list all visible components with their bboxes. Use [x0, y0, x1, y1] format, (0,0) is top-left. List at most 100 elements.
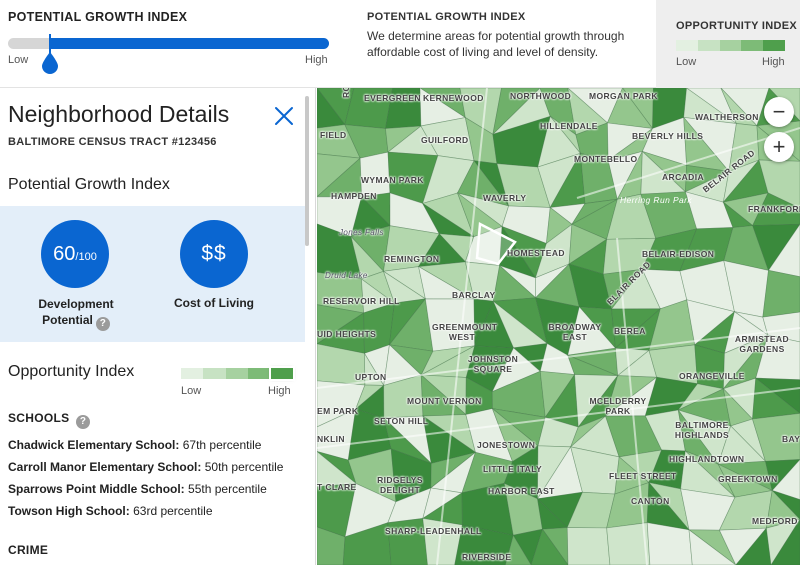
road-line — [317, 387, 800, 449]
opportunity-legend-title: OPPORTUNITY INDEX — [676, 20, 798, 32]
census-tract[interactable] — [722, 387, 754, 427]
slider-handle-drop-icon[interactable] — [40, 52, 60, 74]
census-tract[interactable] — [536, 446, 583, 500]
census-tract[interactable] — [771, 458, 800, 500]
map-label: REMINGTON — [384, 254, 440, 264]
census-tract[interactable] — [718, 527, 768, 565]
census-tract[interactable] — [536, 491, 583, 529]
choropleth-map[interactable]: EVERGREEN KERNEWOOD NORTHWOOD MORGAN PAR… — [317, 88, 800, 565]
census-tract[interactable] — [418, 265, 476, 300]
census-tract[interactable] — [317, 153, 361, 198]
panel-title: Neighborhood Details — [8, 101, 230, 127]
map-label: NKLIN — [317, 434, 345, 444]
opportunity-legend-low: Low — [676, 56, 697, 68]
census-tract[interactable] — [766, 518, 800, 565]
census-tract[interactable] — [758, 159, 800, 209]
census-tract[interactable] — [539, 370, 576, 419]
growth-slider-handle-line[interactable] — [49, 34, 51, 56]
map-label: HOMESTEAD — [507, 248, 565, 258]
map-label: HAMPDEN — [331, 191, 377, 201]
census-tract[interactable] — [387, 518, 428, 565]
census-tract[interactable] — [720, 88, 758, 127]
census-tract[interactable] — [570, 415, 606, 448]
census-tract[interactable] — [754, 377, 800, 414]
census-tract[interactable] — [505, 534, 532, 565]
census-tract[interactable] — [422, 518, 463, 565]
census-tract[interactable] — [317, 304, 365, 345]
census-tract[interactable] — [770, 518, 800, 565]
census-tract[interactable] — [755, 334, 800, 381]
map-label: BALTIMORE HIGHLANDS — [674, 420, 730, 440]
map-label: Herring Run Park — [620, 195, 693, 205]
census-tract[interactable] — [492, 88, 541, 136]
census-tract[interactable] — [752, 377, 800, 420]
road-line — [576, 127, 800, 199]
census-tract[interactable] — [454, 524, 514, 565]
map-tracts[interactable] — [317, 88, 800, 565]
census-tract[interactable] — [567, 306, 617, 356]
development-value: 60 — [53, 242, 76, 265]
census-tract[interactable] — [355, 384, 385, 410]
census-tract[interactable] — [685, 164, 731, 193]
legend-swatch — [719, 40, 742, 51]
info-description: We determine areas for potential growth … — [367, 29, 625, 59]
census-tract[interactable] — [567, 354, 618, 377]
selected-tract-outline[interactable] — [475, 222, 517, 266]
map-label: MORGAN PARK — [589, 91, 658, 101]
census-tract[interactable] — [722, 192, 769, 227]
census-tract[interactable] — [421, 192, 475, 238]
development-potential-label: Development Potential? — [28, 296, 124, 331]
map-label: SHARP-LEADENHALL — [385, 526, 482, 536]
census-tract[interactable] — [762, 311, 800, 343]
census-tract[interactable] — [317, 88, 346, 129]
map-label: SETON HILL — [374, 416, 429, 426]
opportunity-legend-scale — [676, 40, 785, 51]
development-potential-badge: 60/100 — [41, 220, 109, 288]
help-icon[interactable]: ? — [95, 317, 110, 331]
legend-swatch — [676, 40, 698, 51]
map-label: FLEET STREET — [609, 471, 677, 481]
census-tract[interactable] — [723, 311, 769, 354]
growth-slider-track[interactable] — [8, 38, 329, 49]
census-tract[interactable] — [530, 528, 569, 565]
zoom-in-button[interactable]: + — [764, 132, 794, 162]
census-tract[interactable] — [317, 526, 346, 565]
census-tract[interactable] — [537, 115, 582, 168]
census-tract[interactable] — [537, 152, 582, 209]
census-tract-label: BALTIMORE CENSUS TRACT #123456 — [8, 136, 217, 148]
map-label: CANTON — [631, 496, 670, 506]
zoom-out-button[interactable]: − — [764, 97, 794, 127]
census-tract[interactable] — [752, 192, 800, 226]
census-tract[interactable] — [342, 522, 392, 565]
census-tract[interactable] — [606, 522, 651, 565]
map-label: MOUNT VERNON — [407, 396, 482, 406]
census-tract[interactable] — [385, 125, 423, 153]
census-tract[interactable] — [473, 298, 494, 346]
census-tract[interactable] — [430, 451, 477, 494]
census-tract[interactable] — [360, 192, 391, 227]
census-tract[interactable] — [767, 223, 800, 278]
top-bar: POTENTIAL GROWTH INDEX Low High POTENTIA… — [0, 0, 800, 88]
close-icon[interactable] — [273, 105, 295, 127]
growth-slider-fill — [49, 38, 329, 49]
census-tract[interactable] — [567, 88, 623, 124]
census-tract[interactable] — [688, 529, 737, 565]
help-icon[interactable]: ? — [76, 415, 91, 429]
growth-slider-low-label: Low — [8, 54, 29, 66]
census-tract[interactable] — [752, 413, 800, 462]
census-tract[interactable] — [683, 116, 730, 172]
census-tract[interactable] — [765, 489, 800, 529]
census-tract[interactable] — [350, 196, 391, 238]
panel-scrollbar[interactable] — [305, 96, 309, 246]
map-label: MEDFORD — [752, 516, 798, 526]
census-tract[interactable] — [646, 522, 693, 565]
census-tract[interactable] — [350, 235, 385, 280]
census-tract[interactable] — [686, 299, 736, 346]
census-tract[interactable] — [762, 269, 800, 318]
map-label: BEREA — [614, 326, 646, 336]
census-tract[interactable] — [566, 527, 611, 565]
census-tract[interactable] — [361, 278, 396, 314]
opportunity-index-scale — [181, 366, 296, 381]
road-line — [436, 88, 488, 565]
map-label: RIDGELYS DELIGHT — [377, 475, 423, 495]
